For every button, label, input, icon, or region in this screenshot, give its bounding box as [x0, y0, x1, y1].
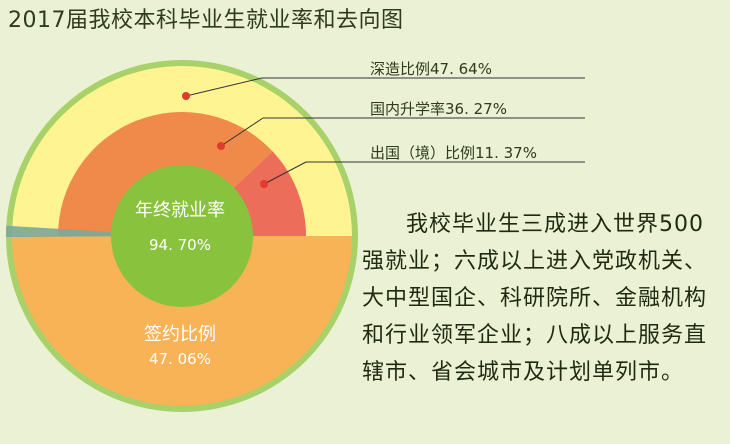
marker-dot-further-study	[182, 92, 190, 100]
label-domestic-study: 国内升学率36. 27%	[370, 100, 507, 118]
center-value: 94. 70%	[149, 236, 211, 254]
signed-contract-slice	[12, 236, 352, 406]
marker-dot-domestic	[217, 142, 225, 150]
center-label: 年终就业率 94. 70%	[105, 196, 255, 254]
description-text: 我校毕业生三成进入世界500强就业；六成以上进入党政机关、大中型国企、科研院所、…	[362, 212, 708, 385]
center-circle	[111, 165, 253, 307]
leader-line-domestic	[220, 117, 264, 147]
leader-line-further-study	[185, 77, 263, 97]
label-further-study: 深造比例47. 64%	[370, 60, 492, 78]
marker-dot-abroad	[260, 180, 268, 188]
chart-title: 2017届我校本科毕业生就业率和去向图	[8, 8, 404, 33]
signed-value: 47. 06%	[149, 350, 211, 368]
label-abroad-study: 出国（境）比例11. 37%	[370, 144, 537, 162]
signed-title: 签约比例	[144, 324, 216, 345]
signed-label: 签约比例 47. 06%	[105, 320, 255, 368]
leader-line-abroad	[263, 161, 307, 185]
center-title: 年终就业率	[135, 200, 225, 221]
